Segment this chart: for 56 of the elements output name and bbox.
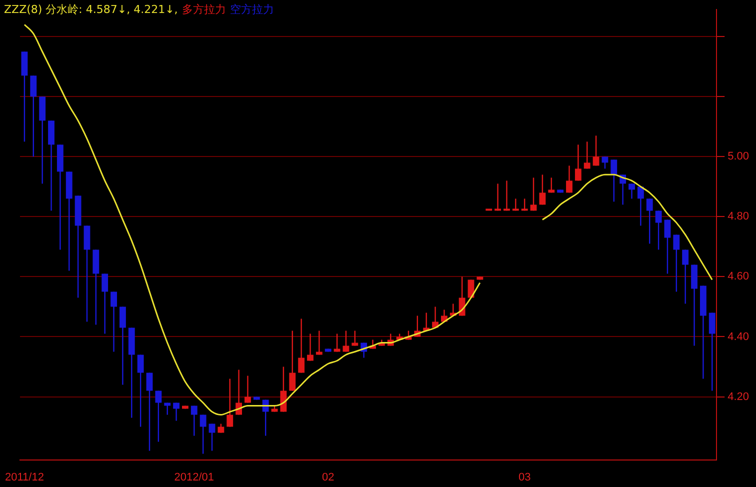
candlestick [289, 330, 296, 392]
candlestick [307, 333, 314, 362]
candlestick [708, 312, 716, 392]
candlestick [316, 330, 322, 356]
candlestick [637, 186, 644, 226]
candlestick [334, 333, 340, 352]
candlestick [119, 306, 126, 386]
candlestick [110, 291, 117, 352]
candlestick [610, 159, 618, 202]
candlestick [30, 75, 37, 158]
candlestick [521, 198, 528, 212]
candlestick [673, 234, 680, 292]
candlestick [584, 141, 590, 170]
candlestick [494, 183, 502, 212]
candlestick [646, 198, 653, 244]
candlestick [664, 219, 671, 274]
text: 空方拉力 [230, 2, 274, 17]
y-tick-label: 4.60 [728, 270, 750, 283]
y-tick-label: 4.40 [728, 330, 750, 343]
candlestick [512, 198, 519, 212]
candlestick [504, 180, 510, 212]
y-tick-label: 5.00 [728, 150, 750, 163]
candlestick [102, 273, 108, 334]
candlestick [208, 423, 216, 452]
candlestick [164, 402, 171, 416]
x-tick-label: 03 [518, 471, 531, 484]
candlestick [574, 144, 582, 182]
candlestick [682, 249, 689, 304]
candlestick [539, 174, 546, 206]
candlestick [146, 372, 153, 452]
candlestick [298, 318, 305, 374]
candlestick [655, 210, 662, 250]
candlestick [155, 390, 162, 442]
y-tick-label: 4.80 [728, 210, 750, 223]
candlestick [190, 405, 198, 436]
candlestick [218, 423, 224, 434]
y-tick-label: 4.20 [728, 390, 750, 403]
candlestick [530, 177, 537, 212]
candlestick [602, 156, 608, 170]
x-tick-label: 2012/01 [174, 471, 214, 484]
candlestick [244, 375, 251, 404]
candlestick [200, 414, 206, 454]
x-tick-label: 2011/12 [4, 471, 44, 484]
x-tick-label: 02 [322, 471, 334, 484]
text: 多方拉力 [182, 2, 226, 17]
candlestick [137, 354, 144, 428]
candlestick [592, 135, 600, 166]
candlestick [226, 378, 234, 428]
candlestick [566, 165, 572, 194]
chart-title: ZZZ(8) 分水岭: 4.587↓, 4.221↓, [4, 2, 178, 17]
candlestick [173, 402, 180, 422]
candlestick [352, 330, 358, 346]
candlestick [548, 177, 555, 194]
candlestick [280, 366, 287, 412]
candlestick [628, 183, 635, 200]
candlestick [342, 330, 350, 352]
